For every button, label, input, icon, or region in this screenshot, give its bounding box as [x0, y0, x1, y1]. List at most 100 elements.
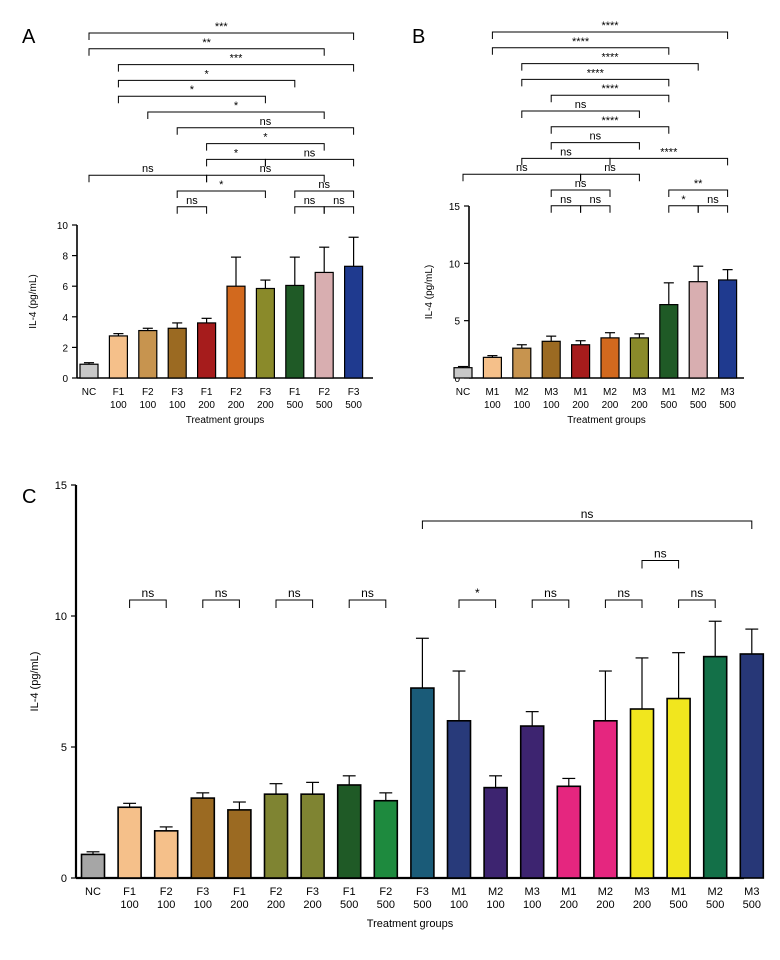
x-tick-label: F3	[171, 387, 183, 398]
significance-bracket	[88, 174, 208, 183]
bar	[570, 344, 591, 379]
significance-bracket	[604, 599, 643, 608]
y-axis-title: IL-4 (pg/mL)	[28, 274, 39, 328]
y-tick-label: 0	[61, 873, 67, 885]
x-tick-label: M3	[634, 886, 649, 898]
significance-bracket	[550, 205, 582, 213]
significance-label: ns	[304, 195, 316, 207]
bar	[482, 356, 502, 379]
bar	[519, 725, 545, 879]
bar	[153, 830, 179, 879]
significance-label: ns	[560, 194, 572, 206]
significance-label: ns	[333, 195, 345, 207]
bar	[300, 793, 325, 879]
significance-label: ns	[589, 131, 601, 143]
x-tick-label: F1	[233, 886, 246, 898]
y-tick-label: 6	[62, 282, 68, 293]
x-tick-label: F1	[289, 387, 301, 398]
x-tick-label: 200	[257, 400, 274, 411]
bar	[344, 265, 364, 379]
significance-bracket	[202, 599, 240, 608]
x-tick-label: 200	[631, 400, 648, 411]
significance-label: ****	[660, 146, 678, 158]
significance-bracket	[491, 31, 729, 39]
x-tick-label: 200	[596, 899, 614, 911]
panel-b: B 0 5 10 15 IL-4 (pg/mL) NC M1 100 M2 100 M3 100 M1 20…	[412, 20, 744, 426]
significance-bracket	[697, 205, 729, 213]
significance-label: *	[681, 194, 686, 206]
significance-label: ns	[617, 586, 630, 600]
significance-label: ns	[288, 586, 301, 600]
x-tick-label: 100	[523, 899, 541, 911]
x-tick-label: M1	[561, 886, 576, 898]
significance-bracket	[521, 157, 611, 166]
significance-bracket	[462, 173, 582, 182]
significance-label: ns	[604, 162, 616, 174]
x-tick-label: M3	[744, 886, 759, 898]
x-tick-label: NC	[85, 886, 101, 898]
significance-label: ns	[260, 163, 272, 175]
x-tick-label: 200	[267, 899, 285, 911]
significance-label: ***	[215, 21, 229, 33]
significance-bracket	[129, 599, 167, 608]
bar	[717, 279, 738, 379]
significance-bracket	[580, 205, 611, 213]
y-tick-label: 0	[62, 374, 68, 385]
panel-label: C	[22, 486, 36, 508]
x-tick-label: F2	[230, 387, 242, 398]
x-tick-label: 200	[198, 400, 215, 411]
x-tick-label: M2	[691, 387, 705, 398]
bar	[197, 322, 217, 379]
x-tick-label: M2	[515, 387, 529, 398]
y-axis-title: IL-4 (pg/mL)	[29, 652, 41, 712]
x-tick-label: 200	[230, 899, 248, 911]
x-tick-label: 100	[157, 899, 175, 911]
significance-bracket	[491, 47, 670, 55]
significance-bracket	[264, 158, 355, 167]
significance-label: ****	[601, 20, 619, 32]
significance-bracket	[550, 189, 611, 197]
x-tick-label: F1	[343, 886, 356, 898]
x-tick-label: 200	[602, 400, 619, 411]
x-tick-label: 200	[572, 400, 589, 411]
significance-label: *	[190, 84, 195, 96]
significance-label: ns	[575, 99, 587, 111]
significance-label: ***	[230, 53, 244, 65]
x-tick-label: 100	[110, 400, 127, 411]
x-tick-label: 100	[169, 400, 186, 411]
bar	[79, 363, 99, 379]
significance-bracket	[550, 94, 670, 103]
significance-label: ****	[601, 115, 619, 127]
x-tick-label: 100	[120, 899, 138, 911]
x-tick-label: 200	[633, 899, 651, 911]
x-tick-label: M2	[488, 886, 503, 898]
x-tick-label: M1	[671, 886, 686, 898]
significance-label: ns	[318, 179, 330, 191]
x-tick-label: F3	[416, 886, 429, 898]
x-tick-label: M1	[574, 387, 588, 398]
x-tick-label: 100	[513, 400, 530, 411]
bar	[117, 806, 142, 879]
bar	[226, 285, 246, 379]
significance-bracket	[580, 173, 640, 182]
bar	[629, 337, 650, 379]
bar	[739, 653, 765, 879]
x-tick-label: 500	[706, 899, 724, 911]
significance-label: ns	[186, 195, 198, 207]
x-tick-label: M3	[544, 387, 558, 398]
significance-label: ns	[544, 586, 557, 600]
panel-label: A	[22, 26, 36, 48]
y-tick-label: 5	[61, 742, 67, 754]
bar	[659, 304, 679, 379]
x-tick-label: 500	[690, 400, 707, 411]
significance-label: ns	[589, 194, 601, 206]
significance-bracket	[458, 599, 497, 608]
bar	[314, 271, 334, 379]
x-tick-label: NC	[456, 387, 470, 398]
significance-bracket	[176, 127, 355, 135]
panel-a: A 0 2 4 6 8 10 IL-4 (pg/mL) NC F1 100 F2 100 F3 100 F1 2…	[22, 21, 373, 426]
bar	[512, 347, 532, 379]
bar	[373, 799, 399, 879]
significance-label: **	[202, 37, 211, 49]
significance-bracket	[176, 190, 266, 198]
